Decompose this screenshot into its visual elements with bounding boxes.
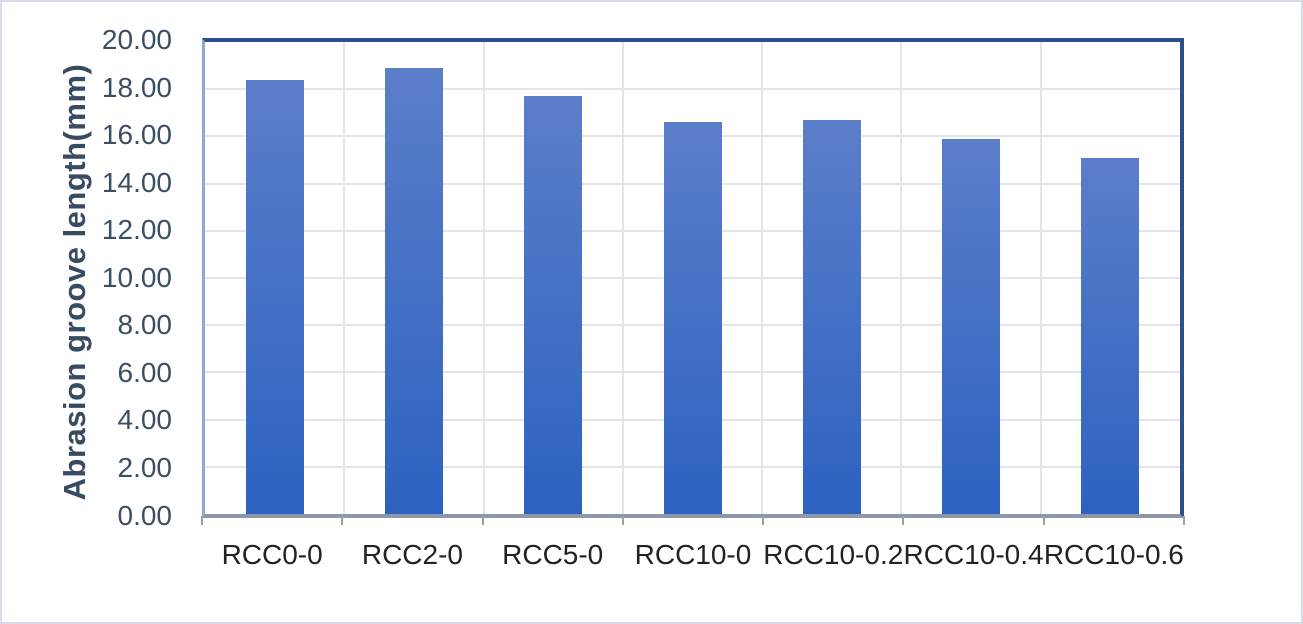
x-tick-label: RCC5-0 [502, 539, 604, 570]
x-axis-tick [621, 516, 624, 525]
x-axis-tick [1042, 516, 1045, 525]
bar-RCC0-0 [245, 79, 304, 514]
x-tick-label: RCC10-0.4 [903, 539, 1044, 570]
y-tick-label: 6.00 [117, 356, 173, 388]
plot-inner [205, 42, 1180, 514]
y-tick-label: 10.00 [101, 261, 172, 293]
bar-RCC2-0 [384, 67, 443, 514]
y-tick-label: 14.00 [101, 166, 172, 198]
bar-RCC10-0.2 [802, 119, 861, 514]
vertical-gridline [482, 42, 485, 514]
y-tick-label: 12.00 [101, 214, 172, 246]
y-tick-label: 20.00 [101, 24, 172, 55]
x-tick-label: RCC2-0 [361, 539, 463, 570]
x-axis-tick [341, 516, 344, 525]
x-tick-label: RCC10-0.6 [1043, 539, 1184, 570]
bar-RCC5-0 [524, 96, 583, 514]
vertical-gridline [761, 42, 764, 514]
vertical-gridline [900, 42, 903, 514]
x-axis-tick [1183, 516, 1185, 525]
y-tick-label: 0.00 [117, 499, 173, 531]
bar-RCC10-0.6 [1081, 157, 1140, 514]
x-tick-label: RCC10-0.2 [763, 539, 904, 570]
y-tick-label: 16.00 [101, 119, 172, 151]
y-tick-label: 4.00 [117, 404, 173, 436]
bar-RCC10-0 [663, 122, 722, 514]
y-tick-label: 18.00 [101, 71, 172, 103]
vertical-gridline [621, 42, 624, 514]
y-tick-label: 8.00 [117, 309, 173, 341]
vertical-gridline [343, 42, 346, 514]
x-tick-label: RCC10-0 [634, 539, 752, 570]
plot-area [202, 38, 1184, 518]
x-axis-tick [201, 516, 203, 525]
x-axis-tick [481, 516, 484, 525]
x-axis-tick [762, 516, 765, 525]
horizontal-gridline [205, 88, 1180, 91]
bar-RCC10-0.4 [942, 138, 1001, 514]
x-axis-tick [902, 516, 905, 525]
x-tick-label: RCC0-0 [221, 539, 323, 570]
y-tick-label: 2.00 [117, 451, 173, 483]
vertical-gridline [1039, 42, 1042, 514]
